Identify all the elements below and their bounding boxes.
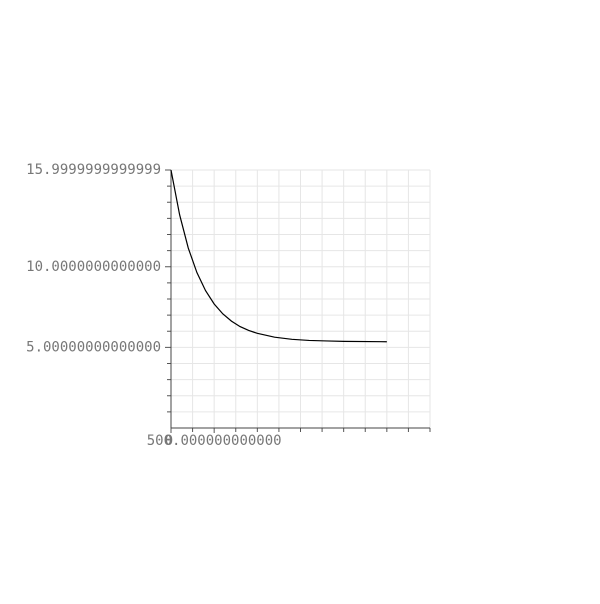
y-tick-label: 10.0000000000000 bbox=[26, 259, 161, 275]
line-series bbox=[170, 169, 387, 343]
x-tick-label: 500.000000000000 bbox=[147, 433, 282, 449]
x-tick-label: 0 bbox=[165, 433, 173, 449]
y-tick-label: 5.00000000000000 bbox=[26, 339, 161, 355]
y-tick-label: 15.9999999999999 bbox=[26, 162, 161, 178]
